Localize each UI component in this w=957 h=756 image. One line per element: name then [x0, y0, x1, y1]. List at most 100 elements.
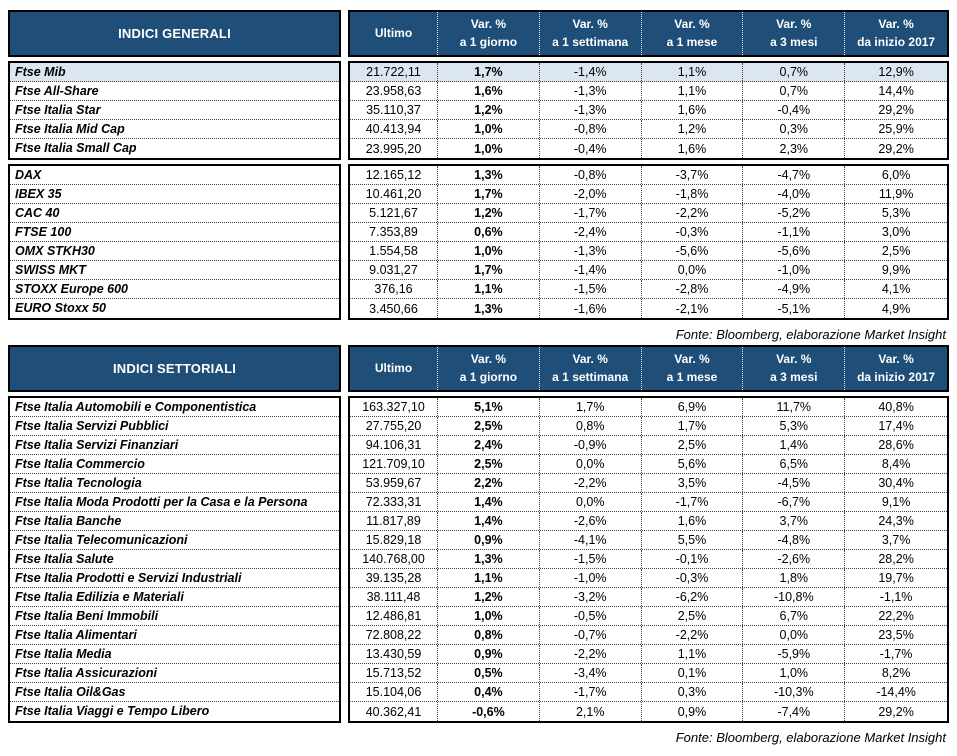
- var-3-mesi-cell: -0,4%: [743, 101, 846, 119]
- table-row: 9.031,27 1,7% -1,4% 0,0% -1,0% 9,9%: [350, 261, 947, 280]
- var-3-mesi-cell: -1,0%: [743, 261, 846, 279]
- ultimo-cell: 94.106,31: [350, 436, 438, 454]
- var-1-giorno-cell: 1,4%: [438, 493, 540, 511]
- var-1-mese-cell: 1,2%: [642, 120, 744, 138]
- var-1-mese-cell: 1,6%: [642, 512, 744, 530]
- var-1-mese-cell: -2,2%: [642, 626, 744, 644]
- var-ytd-cell: 22,2%: [878, 609, 914, 623]
- var-1-mese-cell: 2,5%: [642, 436, 744, 454]
- var-1-settimana-cell: -1,4%: [540, 261, 642, 279]
- table-row: 38.111,48 1,2% -3,2% -6,2% -10,8% -1,1%: [350, 588, 947, 607]
- ultimo-cell: 10.461,20: [350, 185, 438, 203]
- index-name-cell: Ftse Italia Tecnologia: [10, 474, 339, 493]
- var-1-settimana-cell: -0,5%: [540, 607, 642, 625]
- var-ytd-cell: 14,4%: [878, 84, 914, 98]
- var-ytd-cell: 25,9%: [878, 122, 914, 136]
- generali-title-box: INDICI GENERALI: [8, 10, 341, 57]
- index-name-cell: Ftse All-Share: [10, 82, 339, 101]
- ultimo-cell: 39.135,28: [350, 569, 438, 587]
- index-name-cell: Ftse Italia Edilizia e Materiali: [10, 588, 339, 607]
- table-row: 15.713,52 0,5% -3,4% 0,1% 1,0% 8,2%: [350, 664, 947, 683]
- indici-generali-table: INDICI GENERALI Ultimo Var. % a 1 giorno…: [8, 10, 949, 345]
- ultimo-cell: 163.327,10: [350, 398, 438, 416]
- var-ytd-cell: 3,7%: [881, 533, 911, 547]
- var-1-giorno-cell: 1,0%: [438, 242, 540, 260]
- table-row: 10.461,20 1,7% -2,0% -1,8% -4,0% 11,9%: [350, 185, 947, 204]
- generali-international-group: DAX IBEX 35 CAC 40 FTSE 100 OMX STKH30 S…: [8, 164, 949, 320]
- ultimo-cell: 13.430,59: [350, 645, 438, 663]
- var-ytd-cell: 4,9%: [881, 301, 911, 316]
- index-values-column: 12.165,12 1,3% -0,8% -3,7% -4,7% 6,0% 10…: [348, 164, 949, 320]
- ultimo-cell: 40.362,41: [350, 702, 438, 721]
- var-1-mese-cell: -1,8%: [642, 185, 744, 203]
- settoriali-columns-box: Ultimo Var. % a 1 giorno Var. % a 1 sett…: [348, 345, 949, 392]
- table-title: INDICI SETTORIALI: [112, 361, 237, 376]
- var-3-mesi-cell: 0,7%: [743, 63, 846, 81]
- table-row: 163.327,10 5,1% 1,7% 6,9% 11,7% 40,8%: [350, 398, 947, 417]
- ultimo-cell: 72.333,31: [350, 493, 438, 511]
- var-3-mesi-cell: 11,7%: [743, 398, 846, 416]
- ultimo-cell: 27.755,20: [350, 417, 438, 435]
- var-1-giorno-cell: 2,2%: [438, 474, 540, 492]
- table-row: 15.104,06 0,4% -1,7% 0,3% -10,3% -14,4%: [350, 683, 947, 702]
- var-1-mese-cell: 1,7%: [642, 417, 744, 435]
- var-1-giorno-cell: 0,9%: [438, 645, 540, 663]
- col-header-var-3-mesi: Var. % a 3 mesi: [743, 347, 846, 390]
- var-3-mesi-cell: -5,6%: [743, 242, 846, 260]
- var-1-giorno-cell: 0,4%: [438, 683, 540, 701]
- table-row: 53.959,67 2,2% -2,2% 3,5% -4,5% 30,4%: [350, 474, 947, 493]
- ultimo-cell: 3.450,66: [350, 299, 438, 318]
- var-1-mese-cell: -6,2%: [642, 588, 744, 606]
- var-1-settimana-cell: -3,2%: [540, 588, 642, 606]
- index-name-cell: Ftse Italia Media: [10, 645, 339, 664]
- col-header-label: Ultimo: [374, 360, 413, 375]
- var-1-mese-cell: 1,1%: [642, 645, 744, 663]
- var-label: Var. %: [470, 17, 507, 32]
- var-1-settimana-cell: -1,3%: [540, 242, 642, 260]
- var-3-mesi-cell: -4,0%: [743, 185, 846, 203]
- var-1-settimana-cell: -4,1%: [540, 531, 642, 549]
- period-label: a 1 settimana: [552, 369, 629, 384]
- var-ytd-cell: 8,4%: [881, 457, 911, 471]
- var-1-giorno-cell: 2,4%: [438, 436, 540, 454]
- var-3-mesi-cell: 5,3%: [743, 417, 846, 435]
- var-3-mesi-cell: -10,3%: [743, 683, 846, 701]
- var-ytd-cell: 29,2%: [878, 103, 914, 117]
- table-row: 35.110,37 1,2% -1,3% 1,6% -0,4% 29,2%: [350, 101, 947, 120]
- var-3-mesi-cell: -1,1%: [743, 223, 846, 241]
- var-1-settimana-cell: 0,8%: [540, 417, 642, 435]
- var-ytd-cell: 2,5%: [881, 244, 911, 258]
- var-1-giorno-cell: 0,6%: [438, 223, 540, 241]
- var-1-mese-cell: 6,9%: [642, 398, 744, 416]
- var-1-settimana-cell: -0,9%: [540, 436, 642, 454]
- var-1-mese-cell: 5,5%: [642, 531, 744, 549]
- ultimo-cell: 1.554,58: [350, 242, 438, 260]
- col-header-ultimo: Ultimo: [350, 347, 438, 390]
- table-row: 12.486,81 1,0% -0,5% 2,5% 6,7% 22,2%: [350, 607, 947, 626]
- ultimo-cell: 72.808,22: [350, 626, 438, 644]
- var-ytd-cell: 40,8%: [878, 400, 914, 414]
- col-header-label: Ultimo: [374, 25, 413, 40]
- var-1-giorno-cell: 1,2%: [438, 101, 540, 119]
- table-row: 3.450,66 1,3% -1,6% -2,1% -5,1% 4,9%: [350, 299, 947, 318]
- var-3-mesi-cell: 0,7%: [743, 82, 846, 100]
- var-1-settimana-cell: -1,7%: [540, 204, 642, 222]
- table-row: 39.135,28 1,1% -1,0% -0,3% 1,8% 19,7%: [350, 569, 947, 588]
- var-1-settimana-cell: -1,5%: [540, 280, 642, 298]
- index-names-column: DAX IBEX 35 CAC 40 FTSE 100 OMX STKH30 S…: [8, 164, 341, 320]
- var-3-mesi-cell: -5,2%: [743, 204, 846, 222]
- period-label: a 1 giorno: [459, 34, 518, 49]
- table-row: 40.413,94 1,0% -0,8% 1,2% 0,3% 25,9%: [350, 120, 947, 139]
- col-header-var-1-mese: Var. % a 1 mese: [642, 12, 744, 55]
- index-name-cell: Ftse Italia Alimentari: [10, 626, 339, 645]
- var-ytd-cell: 29,2%: [878, 141, 914, 156]
- index-name-cell: Ftse Italia Commercio: [10, 455, 339, 474]
- var-1-giorno-cell: 1,2%: [438, 588, 540, 606]
- var-1-giorno-cell: 1,3%: [438, 299, 540, 318]
- var-1-mese-cell: -5,6%: [642, 242, 744, 260]
- var-3-mesi-cell: 1,0%: [743, 664, 846, 682]
- col-header-var-ytd-2017: Var. % da inizio 2017: [845, 347, 947, 390]
- col-header-var-1-settimana: Var. % a 1 settimana: [540, 347, 642, 390]
- var-ytd-cell: 9,9%: [881, 263, 911, 277]
